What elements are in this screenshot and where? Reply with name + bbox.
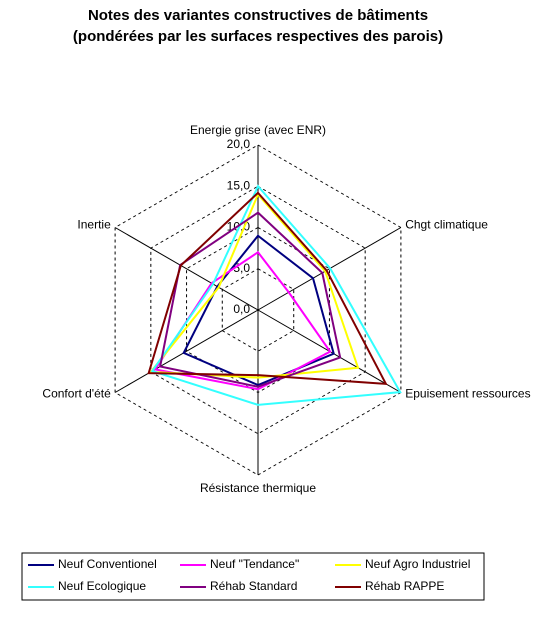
- legend-label: Neuf "Tendance": [210, 557, 299, 571]
- y-tick-label: 20,0: [227, 137, 251, 151]
- category-label: Epuisement ressources: [405, 387, 530, 401]
- legend-label: Réhab RAPPE: [365, 579, 444, 593]
- series-line: [147, 191, 388, 385]
- category-label: Inertie: [77, 218, 111, 232]
- chart-subtitle: (pondérées par les surfaces respectives …: [73, 28, 443, 45]
- legend-label: Neuf Ecologique: [58, 579, 146, 593]
- axis-line: [114, 309, 259, 393]
- category-label: Confort d'été: [42, 387, 111, 401]
- series-line: [182, 234, 335, 387]
- legend-label: Neuf Agro Industriel: [365, 557, 470, 571]
- legend-label: Réhab Standard: [210, 579, 297, 593]
- legend-box: [21, 552, 485, 601]
- series-line: [150, 184, 402, 406]
- y-tick-label: 0,0: [233, 302, 250, 316]
- y-tick-label: 5,0: [233, 261, 250, 275]
- category-label: Résistance thermique: [200, 481, 316, 495]
- category-label: Chgt climatique: [405, 218, 488, 232]
- series-line: [153, 250, 332, 391]
- y-tick-label: 15,0: [227, 178, 251, 192]
- series-line: [148, 192, 360, 379]
- category-label: Energie grise (avec ENR): [190, 123, 326, 137]
- axis-line: [114, 227, 259, 311]
- legend-label: Neuf Conventionel: [58, 557, 157, 571]
- chart-title: Notes des variantes constructives de bât…: [88, 7, 428, 24]
